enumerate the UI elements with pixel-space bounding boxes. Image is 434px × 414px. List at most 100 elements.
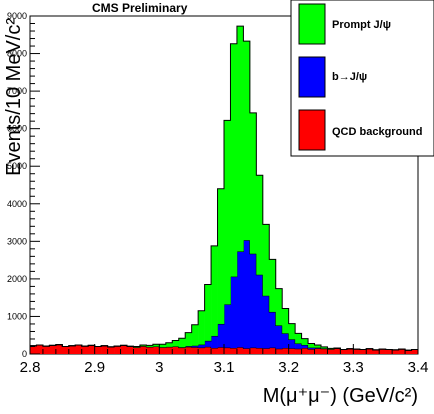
bar-0-1: [36, 345, 43, 354]
bar-2-24: [185, 333, 192, 347]
bar-0-29: [218, 347, 225, 354]
bar-2-39: [282, 309, 289, 334]
bar-0-50: [353, 349, 360, 354]
bar-2-41: [295, 333, 302, 343]
bar-2-31: [230, 44, 237, 277]
bar-2-38: [276, 289, 283, 326]
y-tick-label: 2000: [7, 274, 27, 284]
bar-0-31: [230, 348, 237, 354]
bar-1-28: [211, 336, 218, 348]
bar-1-39: [282, 333, 289, 348]
bar-2-36: [263, 224, 270, 295]
x-tick-label: 3.4: [408, 359, 429, 376]
bar-0-10: [95, 346, 102, 354]
bar-0-21: [166, 347, 173, 354]
bar-0-49: [347, 349, 354, 354]
bar-0-25: [192, 347, 199, 354]
x-tick-label: 3.2: [278, 359, 299, 376]
bar-0-4: [56, 345, 63, 354]
bar-0-2: [43, 346, 50, 354]
bar-2-22: [172, 340, 179, 346]
bar-1-40: [289, 339, 296, 348]
bar-0-42: [302, 348, 309, 354]
x-tick-label: 3: [155, 359, 163, 376]
legend-swatch-prompt: [299, 4, 325, 44]
bar-1-36: [263, 296, 270, 349]
bar-0-6: [69, 346, 76, 354]
bar-0-46: [327, 349, 334, 354]
x-axis-title: M(μ⁺μ⁻) (GeV/c²): [263, 385, 418, 407]
bar-0-26: [198, 348, 205, 354]
legend-swatch-b: [299, 57, 325, 97]
x-tick-label: 2.8: [20, 359, 41, 376]
y-tick-label: 1000: [7, 311, 27, 321]
bar-0-32: [237, 347, 244, 354]
bar-0-33: [243, 348, 250, 354]
bar-2-43: [308, 343, 315, 347]
bar-2-27: [205, 285, 212, 341]
bar-0-14: [121, 345, 128, 354]
legend-swatch-qcd: [299, 110, 325, 150]
bar-0-59: [412, 349, 419, 354]
bar-2-32: [237, 26, 244, 251]
bar-0-20: [159, 347, 166, 354]
bar-0-41: [295, 349, 302, 354]
bar-2-25: [192, 325, 199, 346]
bar-0-23: [179, 348, 186, 354]
bar-2-26: [198, 311, 205, 345]
legend-label-b: b→J/ψ: [332, 71, 367, 83]
bar-2-34: [250, 113, 257, 254]
x-tick-label: 3.1: [214, 359, 235, 376]
bar-2-35: [256, 175, 263, 275]
bar-2-33: [243, 41, 250, 240]
bar-0-5: [62, 346, 69, 354]
bar-0-12: [108, 347, 115, 354]
y-tick-label: 3000: [7, 236, 27, 246]
bar-0-40: [289, 348, 296, 354]
legend-label-qcd: QCD background: [332, 126, 422, 138]
bar-2-40: [289, 324, 296, 340]
bar-0-43: [308, 349, 315, 354]
bar-0-17: [140, 346, 147, 354]
bar-0-7: [75, 345, 82, 354]
bar-0-34: [250, 348, 257, 354]
bar-2-30: [224, 120, 231, 304]
bar-0-37: [269, 348, 276, 354]
bar-1-34: [250, 254, 257, 348]
bar-1-32: [237, 251, 244, 347]
bar-0-16: [133, 347, 140, 354]
bar-1-38: [276, 325, 283, 348]
bar-0-52: [366, 349, 373, 354]
bar-2-37: [269, 259, 276, 312]
bar-1-37: [269, 312, 276, 348]
bar-0-39: [282, 348, 289, 354]
bar-0-3: [49, 345, 56, 354]
bar-2-23: [179, 338, 186, 347]
bar-2-42: [302, 339, 309, 345]
bar-0-55: [386, 349, 393, 354]
bar-0-36: [263, 348, 270, 354]
x-tick-label: 2.9: [84, 359, 105, 376]
bar-0-38: [276, 349, 283, 354]
y-axis-title: Events/10 MeV/c²: [3, 18, 25, 176]
bar-0-56: [392, 350, 399, 354]
bar-0-19: [153, 346, 160, 354]
bar-1-33: [243, 240, 250, 348]
bar-0-48: [340, 349, 347, 354]
bar-0-8: [82, 346, 89, 354]
bar-1-31: [230, 277, 237, 348]
legend: Prompt J/ψ b→J/ψ QCD background: [291, 0, 434, 156]
bar-2-28: [211, 246, 218, 336]
banner-text: CMS Preliminary: [92, 1, 188, 15]
bar-0-11: [101, 346, 108, 354]
bar-2-21: [166, 343, 173, 347]
bar-2-29: [218, 189, 225, 324]
bar-0-13: [114, 346, 121, 354]
bar-0-28: [211, 348, 218, 354]
bar-1-27: [205, 341, 212, 347]
bar-0-18: [146, 347, 153, 354]
bar-0-22: [172, 346, 179, 354]
bar-1-41: [295, 343, 302, 348]
bar-0-35: [256, 348, 263, 354]
y-tick-label: 0: [22, 349, 27, 359]
